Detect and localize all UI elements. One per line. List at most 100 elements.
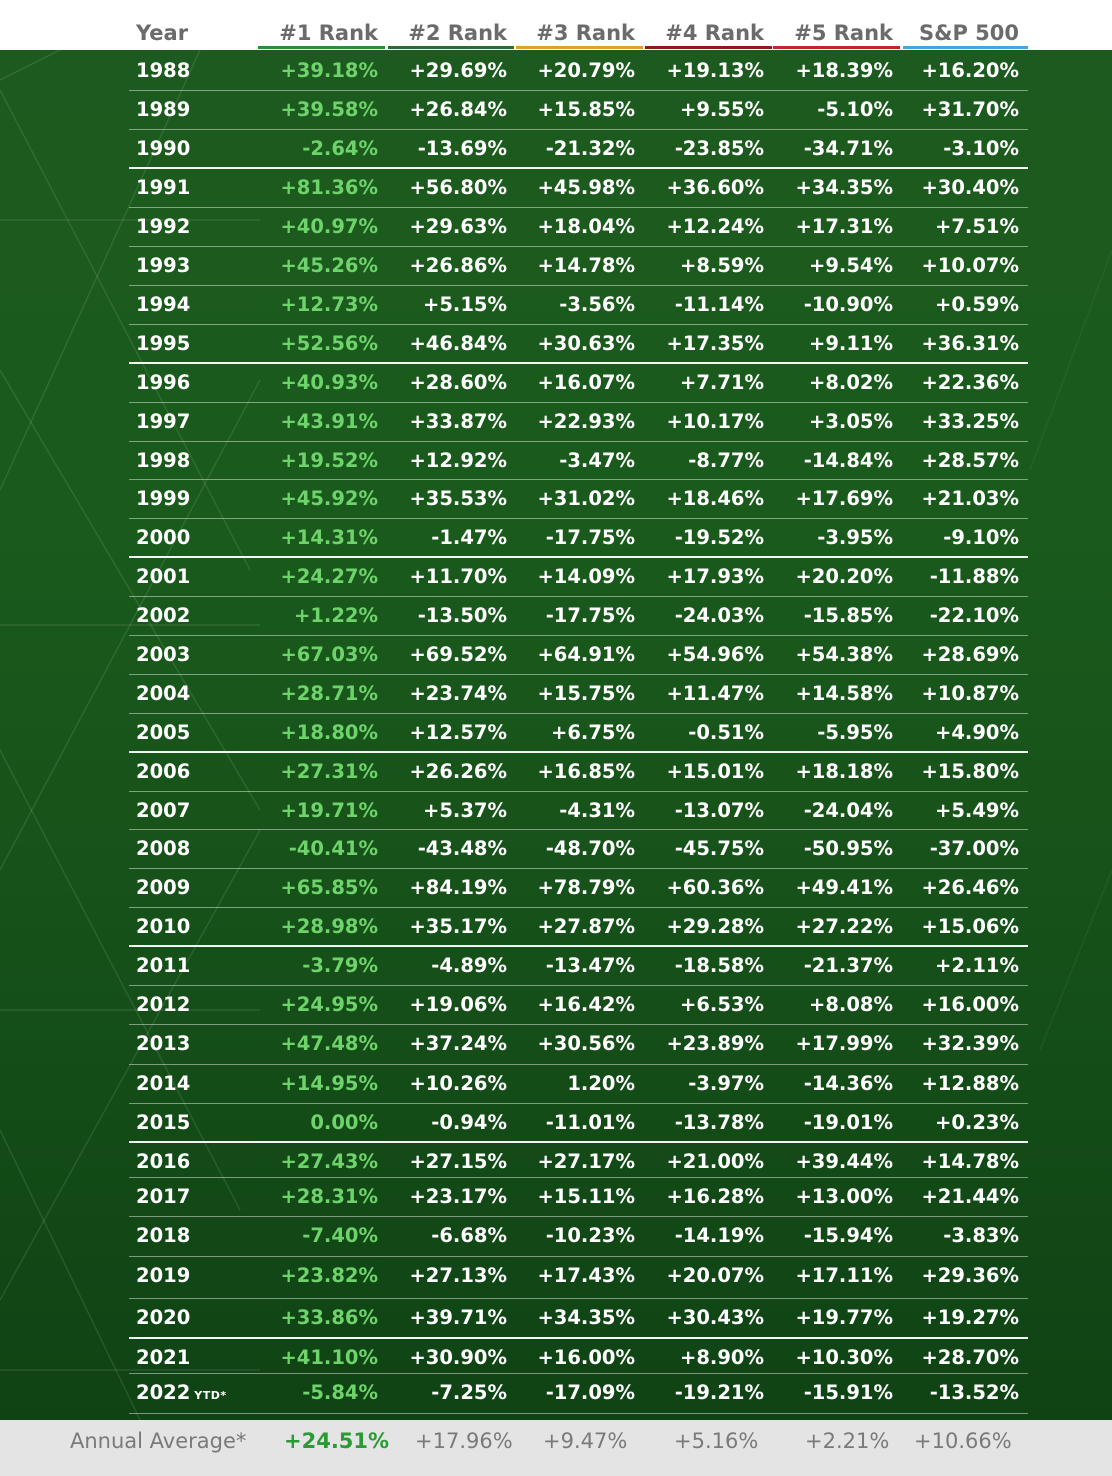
rank2-cell: +28.60%: [409, 371, 507, 394]
rank2-cell: +12.92%: [409, 449, 507, 472]
table-row: 2022 YTD* -5.84% -7.25% -17.09% -19.21% -15.91…: [0, 1373, 1112, 1412]
rank5-cell: +18.39%: [795, 59, 893, 82]
annual-average-label: Annual Average*: [70, 1429, 247, 1453]
year-cell: 2000: [136, 518, 190, 557]
row-divider: [129, 167, 1028, 169]
year-label: 1997: [136, 410, 191, 433]
rank4-cell: -0.51%: [688, 721, 764, 744]
annual-average-rank3: +9.47%: [543, 1429, 628, 1453]
annual-average-rank5: +2.21%: [805, 1429, 890, 1453]
row-divider: [129, 441, 1028, 442]
sp500-cell: +2.11%: [935, 954, 1019, 977]
sp500-cell: -11.88%: [929, 565, 1019, 588]
year-cell: 2002: [136, 596, 190, 635]
column-header-underline-4: [645, 46, 772, 49]
year-label: 1990: [136, 137, 191, 160]
row-divider: [129, 751, 1028, 753]
row-divider: [129, 635, 1028, 636]
rank5-cell: +17.11%: [795, 1264, 893, 1287]
year-cell: 1994: [136, 285, 190, 324]
rank5-cell: -5.95%: [817, 721, 893, 744]
rank5-cell: +17.69%: [795, 487, 893, 510]
year-label: 2016: [136, 1150, 191, 1173]
table-row: 2017 +28.31% +23.17% +15.11% +16.28% +13.00% +…: [0, 1177, 1112, 1216]
rank4-cell: -23.85%: [674, 137, 764, 160]
rank1-cell: +12.73%: [280, 293, 378, 316]
table-row: 1996 +40.93% +28.60% +16.07% +7.71% +8.02% +22…: [0, 363, 1112, 402]
rank1-cell: -7.40%: [302, 1224, 378, 1247]
rank1-cell: +41.10%: [280, 1346, 378, 1369]
year-cell: 1997: [136, 402, 190, 441]
row-divider: [129, 674, 1028, 675]
year-label: 2015: [136, 1111, 191, 1134]
rank5-cell: +13.00%: [795, 1185, 893, 1208]
sp500-cell: +28.69%: [921, 643, 1019, 666]
table-row: 2019 +23.82% +27.13% +17.43% +20.07% +17.11% +…: [0, 1256, 1112, 1295]
rank4-cell: +30.43%: [666, 1306, 764, 1329]
rank1-cell: +19.52%: [280, 449, 378, 472]
row-divider: [129, 1337, 1028, 1339]
year-label: 1993: [136, 254, 191, 277]
table-row: 2015 0.00% -0.94% -11.01% -13.78% -19.01% +0.2…: [0, 1103, 1112, 1142]
year-cell: 2022 YTD*: [136, 1373, 227, 1412]
rank4-cell: +10.17%: [666, 410, 764, 433]
table-row: 1989 +39.58% +26.84% +15.85% +9.55% -5.10% +31…: [0, 90, 1112, 129]
rank5-cell: -3.95%: [817, 526, 893, 549]
rank4-cell: +60.36%: [666, 876, 764, 899]
year-label: 2017: [136, 1185, 191, 1208]
rank3-cell: -48.70%: [545, 837, 635, 860]
rank3-cell: -10.23%: [545, 1224, 635, 1247]
sp500-cell: +28.70%: [921, 1346, 1019, 1369]
rank3-cell: 1.20%: [567, 1072, 635, 1095]
year-label: 2010: [136, 915, 191, 938]
rank2-cell: +29.63%: [409, 215, 507, 238]
year-label: 2005: [136, 721, 191, 744]
table-row: 1995 +52.56% +46.84% +30.63% +17.35% +9.11% +3…: [0, 324, 1112, 363]
table-row: 2007 +19.71% +5.37% -4.31% -13.07% -24.04% +5.…: [0, 791, 1112, 830]
sp500-cell: +0.59%: [935, 293, 1019, 316]
table-row: 2020 +33.86% +39.71% +34.35% +30.43% +19.77% +…: [0, 1298, 1112, 1337]
rank4-cell: -24.03%: [674, 604, 764, 627]
rank2-cell: +35.53%: [409, 487, 507, 510]
rank3-cell: -17.75%: [545, 526, 635, 549]
rank4-cell: +12.24%: [666, 215, 764, 238]
table-row: 1998 +19.52% +12.92% -3.47% -8.77% -14.84% +28…: [0, 441, 1112, 480]
table-row: 1992 +40.97% +29.63% +18.04% +12.24% +17.31% +…: [0, 207, 1112, 246]
rank5-cell: -15.94%: [803, 1224, 893, 1247]
year-cell: 1996: [136, 363, 190, 402]
sp500-cell: +21.44%: [921, 1185, 1019, 1208]
year-cell: 2004: [136, 674, 190, 713]
year-label: 2011: [136, 954, 191, 977]
rank5-cell: -14.84%: [803, 449, 893, 472]
rank1-cell: +23.82%: [280, 1264, 378, 1287]
green-background: [0, 50, 1112, 1420]
year-cell: 2001: [136, 557, 190, 596]
column-header-2: #2 Rank: [408, 21, 507, 45]
rank5-cell: +54.38%: [795, 643, 893, 666]
header-band: [0, 0, 1112, 50]
table-row: 2018 -7.40% -6.68% -10.23% -14.19% -15.94% -3.…: [0, 1216, 1112, 1255]
row-divider: [129, 1413, 1028, 1414]
rank2-cell: +26.26%: [409, 760, 507, 783]
row-divider: [129, 868, 1028, 869]
table-row: 1994 +12.73% +5.15% -3.56% -11.14% -10.90% +0.…: [0, 285, 1112, 324]
rank4-cell: +29.28%: [666, 915, 764, 938]
year-label: 1996: [136, 371, 191, 394]
sp500-cell: -3.10%: [943, 137, 1019, 160]
row-divider: [129, 1373, 1028, 1374]
rank2-cell: +69.52%: [409, 643, 507, 666]
rank5-cell: -10.90%: [803, 293, 893, 316]
rank3-cell: +30.56%: [537, 1032, 635, 1055]
rank4-cell: -11.14%: [674, 293, 764, 316]
annual-average-rank4: +5.16%: [674, 1429, 759, 1453]
sp500-cell: +32.39%: [921, 1032, 1019, 1055]
row-divider: [129, 1064, 1028, 1065]
rank2-cell: -1.47%: [431, 526, 507, 549]
year-label: 2003: [136, 643, 191, 666]
year-label: 2000: [136, 526, 191, 549]
rank5-cell: +27.22%: [795, 915, 893, 938]
year-label: 1998: [136, 449, 191, 472]
sp500-cell: -37.00%: [929, 837, 1019, 860]
sp500-cell: +29.36%: [921, 1264, 1019, 1287]
rank4-cell: +19.13%: [666, 59, 764, 82]
